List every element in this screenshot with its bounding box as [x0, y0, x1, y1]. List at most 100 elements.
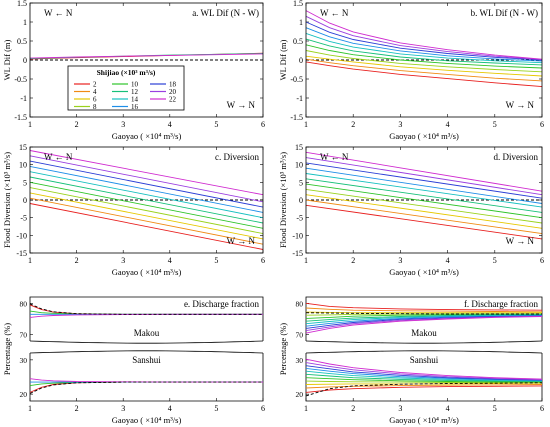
- plot-frame: [305, 2, 543, 118]
- axis-break-upper: [305, 340, 543, 344]
- x-tick-label: 4: [168, 120, 172, 129]
- x-tick-label: 6: [261, 256, 265, 265]
- legend-label-8: 8: [93, 103, 97, 111]
- y-axis-label: WL Dif (m): [2, 39, 12, 80]
- group-label-makou: Makou: [411, 328, 437, 338]
- legend-label-14: 14: [131, 96, 139, 104]
- x-tick-label: 2: [75, 120, 79, 129]
- legend-label-6: 6: [93, 96, 97, 104]
- lower-series-line-2: [305, 385, 543, 393]
- lower-series-line-3: [29, 378, 263, 383]
- x-tick-label: 3: [121, 120, 125, 129]
- x-tick-label: 4: [446, 404, 450, 413]
- y-tick-label: 1.5: [17, 0, 27, 8]
- legend-label-10: 10: [131, 81, 139, 89]
- series-line-14: [305, 32, 543, 64]
- legend-label-2: 2: [93, 81, 97, 89]
- axis-break-upper: [29, 340, 264, 344]
- y-tick-label: -1.5: [290, 113, 303, 122]
- lower-series-line-20: [305, 362, 543, 381]
- series-line-14: [29, 171, 264, 219]
- x-tick-label: 2: [351, 120, 355, 129]
- series-line-8: [29, 187, 264, 235]
- x-tick-label: 1: [304, 256, 308, 265]
- x-tick-label: 1: [28, 404, 32, 413]
- series-line-6: [305, 55, 543, 77]
- y-tick-label: -10: [16, 231, 27, 240]
- group-label-sanshui: Sanshui: [410, 355, 439, 365]
- direction-annotation-w-to-n: W → N: [506, 236, 535, 246]
- y-axis-label: Percentage (%): [278, 323, 288, 375]
- panel-label: a. WL Dif (N - W): [192, 8, 259, 18]
- series-line-18: [305, 21, 543, 61]
- lower-series-line-14: [305, 370, 543, 382]
- x-tick-label: 2: [75, 256, 79, 265]
- series-line-14: [305, 173, 543, 208]
- y-axis-label: Flood Diversion (×10³ m³/s): [278, 152, 288, 248]
- x-axis-label: Gaoyao ( ×10⁴ m³/s): [112, 131, 182, 141]
- legend-label-18: 18: [169, 81, 177, 89]
- plot-frame: [29, 2, 264, 118]
- x-tick-label: 3: [121, 404, 125, 413]
- series-line-20: [305, 157, 543, 196]
- x-axis-label: Gaoyao ( ×10⁴ m³/s): [112, 267, 182, 277]
- upper-series-line-8: [305, 313, 542, 316]
- panel-label: b. WL Dif (N - W): [471, 8, 538, 18]
- panel-label: c. Diversion: [215, 152, 259, 162]
- x-tick-label: 3: [398, 120, 402, 129]
- lower-series-line-22: [305, 358, 543, 380]
- y-tick-label: -1.5: [14, 113, 27, 122]
- upper-series-line-12: [305, 314, 543, 322]
- lower-series-line-16: [305, 367, 543, 381]
- y-tick-label: 80: [296, 299, 304, 308]
- upper-series-line-4: [305, 307, 543, 313]
- series-line-2: [29, 203, 264, 250]
- upper-series-line-10: [305, 313, 542, 319]
- x-tick-label: 5: [214, 404, 218, 413]
- lower-series-line-8: [305, 380, 542, 383]
- y-tick-label: 0: [299, 196, 303, 205]
- x-axis-label: Gaoyao ( ×10⁴ m³/s): [389, 415, 459, 425]
- series-line-22: [305, 151, 543, 192]
- legend-label-4: 4: [93, 88, 97, 96]
- series-line-4: [29, 197, 264, 245]
- lower-series-line-12: [305, 373, 543, 382]
- panel-a: 1 2 3 4 5 6-1.5-1-0.500.511.5a. WL Dif (N - W…: [2, 0, 265, 141]
- x-tick-label: 1: [28, 256, 32, 265]
- panel-c: 1 2 3 4 5 6 -15 -10 -5 0 5 10 15 c. Diversion W ← N W →…: [2, 143, 265, 277]
- x-tick-label: 1: [304, 120, 308, 129]
- panel-label: e. Discharge fraction: [184, 299, 260, 309]
- y-tick-label: 0: [23, 56, 27, 65]
- y-tick-label: -1: [296, 94, 303, 103]
- series-line-4: [305, 58, 543, 82]
- y-tick-label: 0: [299, 56, 303, 65]
- y-tick-label: 15: [19, 143, 27, 152]
- x-tick-label: 6: [261, 120, 265, 129]
- direction-annotation-w-from-n: W ← N: [44, 8, 73, 18]
- direction-annotation-w-to-n: W → N: [506, 100, 535, 110]
- y-tick-label: 0: [23, 196, 27, 205]
- series-line-16: [305, 27, 543, 62]
- y-tick-label: 70: [20, 331, 28, 340]
- series-line-22: [29, 150, 264, 196]
- panel-label: d. Diversion: [494, 152, 539, 162]
- lower-series-line-10: [305, 377, 542, 383]
- x-tick-label: 1: [304, 404, 308, 413]
- legend-label-22: 22: [169, 96, 177, 104]
- axis-break-lower: [305, 350, 543, 354]
- lower-reference-line: [305, 382, 543, 397]
- x-tick-label: 6: [540, 120, 544, 129]
- x-tick-label: 3: [398, 256, 402, 265]
- x-tick-label: 1: [28, 120, 32, 129]
- lower-frame: [305, 353, 543, 402]
- series-line-18: [305, 162, 543, 199]
- y-tick-label: 5: [23, 178, 27, 187]
- y-tick-label: 70: [296, 331, 304, 340]
- y-tick-label: 10: [19, 161, 27, 170]
- x-tick-label: 5: [493, 120, 497, 129]
- series-line-8: [305, 188, 543, 224]
- y-tick-label: -5: [20, 214, 27, 223]
- series-line-20: [305, 15, 543, 61]
- upper-frame: [305, 296, 543, 341]
